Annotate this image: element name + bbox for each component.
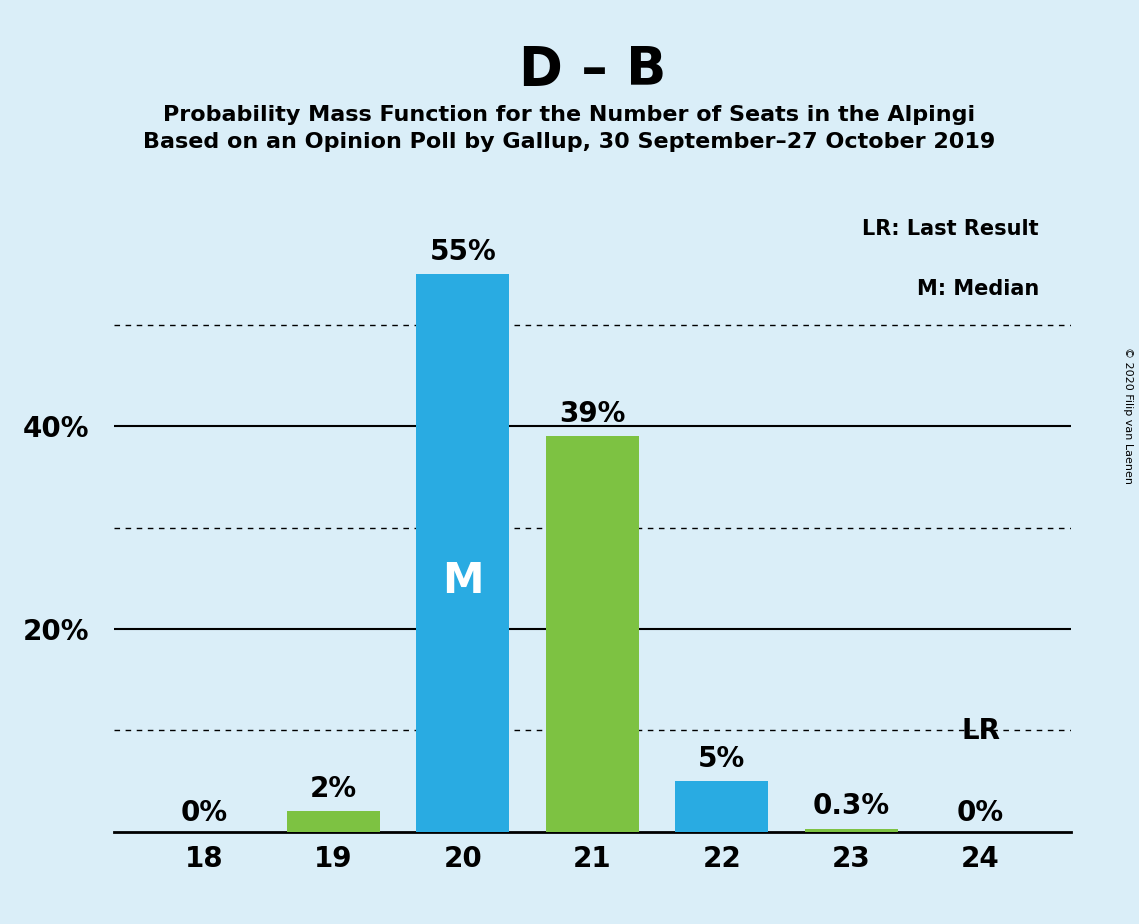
Bar: [287, 811, 380, 832]
Text: 0%: 0%: [180, 798, 228, 827]
Text: 55%: 55%: [429, 238, 497, 266]
Text: LR: Last Result: LR: Last Result: [862, 219, 1039, 239]
Text: 0%: 0%: [957, 798, 1005, 827]
Bar: [416, 274, 509, 832]
Bar: [546, 436, 639, 832]
Bar: [804, 829, 898, 832]
Text: 0.3%: 0.3%: [812, 793, 890, 821]
Text: 5%: 5%: [698, 745, 745, 772]
Text: LR: LR: [961, 717, 1000, 746]
Text: Probability Mass Function for the Number of Seats in the Alpingi: Probability Mass Function for the Number…: [163, 104, 976, 125]
Text: M: M: [442, 560, 484, 602]
Bar: [675, 781, 769, 832]
Text: © 2020 Filip van Laenen: © 2020 Filip van Laenen: [1123, 347, 1133, 484]
Text: M: Median: M: Median: [917, 279, 1039, 298]
Title: D – B: D – B: [518, 44, 666, 96]
Text: Based on an Opinion Poll by Gallup, 30 September–27 October 2019: Based on an Opinion Poll by Gallup, 30 S…: [144, 132, 995, 152]
Text: 2%: 2%: [310, 775, 357, 803]
Text: 39%: 39%: [559, 400, 625, 428]
